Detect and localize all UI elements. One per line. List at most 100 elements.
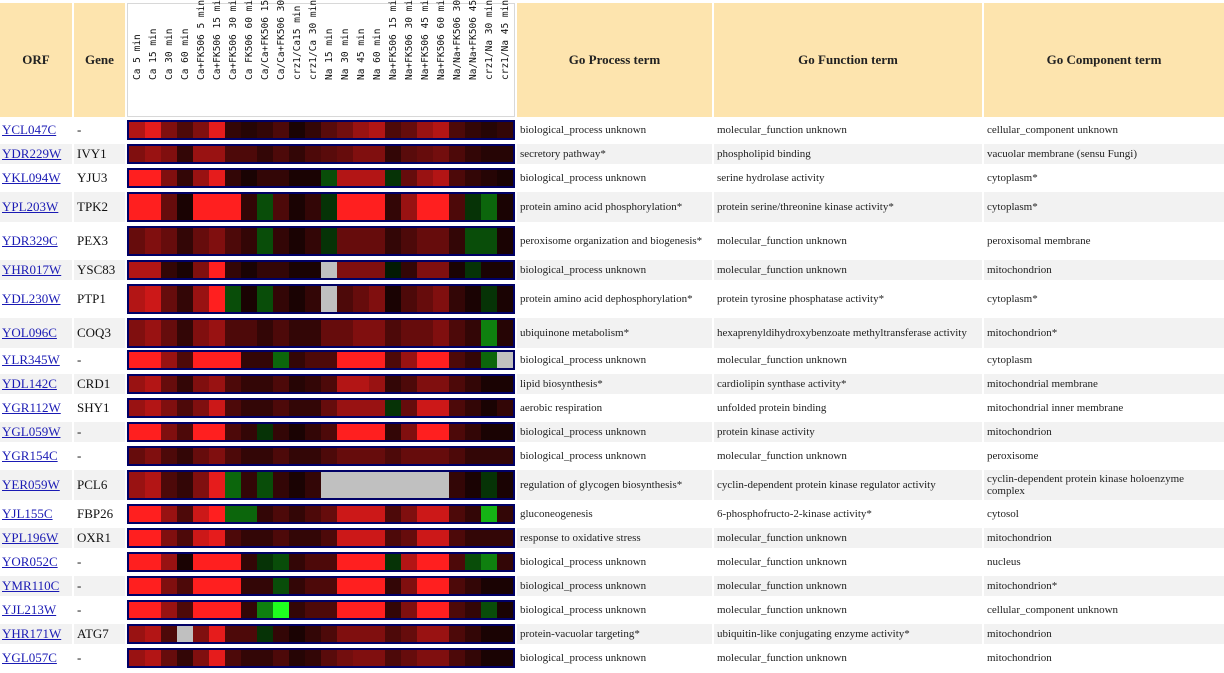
heatmap-cell (449, 448, 465, 464)
heatmap-cell (433, 650, 449, 666)
go-process-term-text: protein-vacuolar targeting* (520, 628, 640, 640)
orf-link-text[interactable]: YDR329C (2, 233, 58, 248)
orf-link-text[interactable]: YPL196W (2, 530, 59, 545)
orf-link[interactable]: YER059W (0, 470, 72, 500)
orf-link[interactable]: YGR154C (0, 446, 72, 466)
heatmap-cell (337, 530, 353, 546)
heatmap-cell (481, 554, 497, 570)
orf-link-text[interactable]: YOL096C (2, 325, 57, 340)
heatmap-cell (225, 228, 241, 254)
heatmap-cell (241, 554, 257, 570)
heatmap-cell (193, 578, 209, 594)
orf-link-text[interactable]: YHR171W (2, 626, 62, 641)
orf-link[interactable]: YHR017W (0, 260, 72, 280)
orf-link[interactable]: YGL059W (0, 422, 72, 442)
heatmap-cell (449, 400, 465, 416)
heatmap-cell (369, 602, 385, 618)
orf-link[interactable]: YLR345W (0, 350, 72, 370)
go-function-term-text: protein kinase activity (717, 426, 815, 438)
orf-link-text[interactable]: YDR229W (2, 146, 62, 161)
go-component-term-text: mitochondrion* (987, 327, 1058, 339)
go-function-term: molecular_function unknown (714, 260, 982, 280)
orf-link-text[interactable]: YPL203W (2, 199, 59, 214)
orf-link[interactable]: YDL142C (0, 374, 72, 394)
orf-link[interactable]: YHR171W (0, 624, 72, 644)
orf-link-text[interactable]: YGR112W (2, 400, 61, 415)
orf-link[interactable]: YMR110C (0, 576, 72, 596)
heatmap-cell (449, 424, 465, 440)
gene-name: - (74, 576, 125, 596)
orf-link-text[interactable]: YMR110C (2, 578, 60, 593)
heatmap-cell (225, 400, 241, 416)
orf-link-text[interactable]: YDL142C (2, 376, 57, 391)
go-function-term: molecular_function unknown (714, 576, 982, 596)
heatmap-cell (129, 650, 145, 666)
heatmap-cell (465, 530, 481, 546)
orf-link-text[interactable]: YDL230W (2, 291, 61, 306)
heatmap-cell (337, 472, 353, 498)
go-function-term-text: phospholipid binding (717, 148, 811, 160)
expression-heatmap-row (127, 624, 515, 644)
orf-link-text[interactable]: YLR345W (2, 352, 60, 367)
heatmap-cell (401, 506, 417, 522)
orf-link-text[interactable]: YCL047C (2, 122, 57, 137)
orf-link[interactable]: YGL057C (0, 648, 72, 668)
heatmap-cell (305, 424, 321, 440)
orf-link[interactable]: YGR112W (0, 398, 72, 418)
heatmap-cell (209, 122, 225, 138)
heatmap-cell (273, 146, 289, 162)
heatmap-cell (449, 578, 465, 594)
orf-link[interactable]: YPL196W (0, 528, 72, 548)
orf-link-text[interactable]: YHR017W (2, 262, 62, 277)
gene-name: - (74, 446, 125, 466)
orf-link-text[interactable]: YGL059W (2, 424, 61, 439)
orf-link-text[interactable]: YJL155C (2, 506, 53, 521)
heatmap-cell (321, 286, 337, 312)
orf-link[interactable]: YOR052C (0, 552, 72, 572)
orf-link[interactable]: YPL203W (0, 192, 72, 222)
heatmap-cell (401, 448, 417, 464)
heatmap-cell (481, 286, 497, 312)
heatmap-cell (305, 170, 321, 186)
heatmap-cell (433, 602, 449, 618)
orf-link-text[interactable]: YGL057C (2, 650, 57, 665)
heatmap-cell (369, 578, 385, 594)
go-function-term: hexaprenyldihydroxybenzoate methyltransf… (714, 318, 982, 348)
orf-link[interactable]: YCL047C (0, 120, 72, 140)
heatmap-cell (209, 650, 225, 666)
heatmap-cell (209, 472, 225, 498)
heatmap-cell (385, 554, 401, 570)
heatmap-cell (337, 376, 353, 392)
heatmap-cell (225, 448, 241, 464)
heatmap-cell (305, 146, 321, 162)
heatmap-cell (497, 286, 513, 312)
orf-link-text[interactable]: YKL094W (2, 170, 61, 185)
orf-link-text[interactable]: YOR052C (2, 554, 58, 569)
heatmap-cell (433, 472, 449, 498)
orf-link[interactable]: YJL155C (0, 504, 72, 524)
heatmap-cell (145, 376, 161, 392)
heatmap-cell (225, 262, 241, 278)
orf-link[interactable]: YDR329C (0, 226, 72, 256)
orf-link[interactable]: YKL094W (0, 168, 72, 188)
orf-link[interactable]: YDR229W (0, 144, 72, 164)
orf-link[interactable]: YJL213W (0, 600, 72, 620)
heatmap-cell (417, 578, 433, 594)
go-process-term-text: regulation of glycogen biosynthesis* (520, 479, 683, 491)
orf-link-text[interactable]: YGR154C (2, 448, 58, 463)
heatmap-cell (417, 650, 433, 666)
heatmap-cell (241, 530, 257, 546)
orf-link-text[interactable]: YER059W (2, 477, 60, 492)
heatmap-cell (417, 194, 433, 220)
heatmap-cell (129, 376, 145, 392)
heatmap-cell (449, 650, 465, 666)
heatmap-cell (337, 122, 353, 138)
heatmap-cell (161, 320, 177, 346)
heatmap-cell (337, 626, 353, 642)
orf-link[interactable]: YDL230W (0, 284, 72, 314)
go-component-term-text: mitochondrion* (987, 580, 1058, 592)
heatmap-cell (129, 424, 145, 440)
heatmap-cell (497, 472, 513, 498)
orf-link-text[interactable]: YJL213W (2, 602, 57, 617)
orf-link[interactable]: YOL096C (0, 318, 72, 348)
